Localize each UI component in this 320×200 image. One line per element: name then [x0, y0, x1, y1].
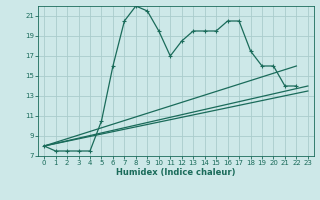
X-axis label: Humidex (Indice chaleur): Humidex (Indice chaleur): [116, 168, 236, 177]
